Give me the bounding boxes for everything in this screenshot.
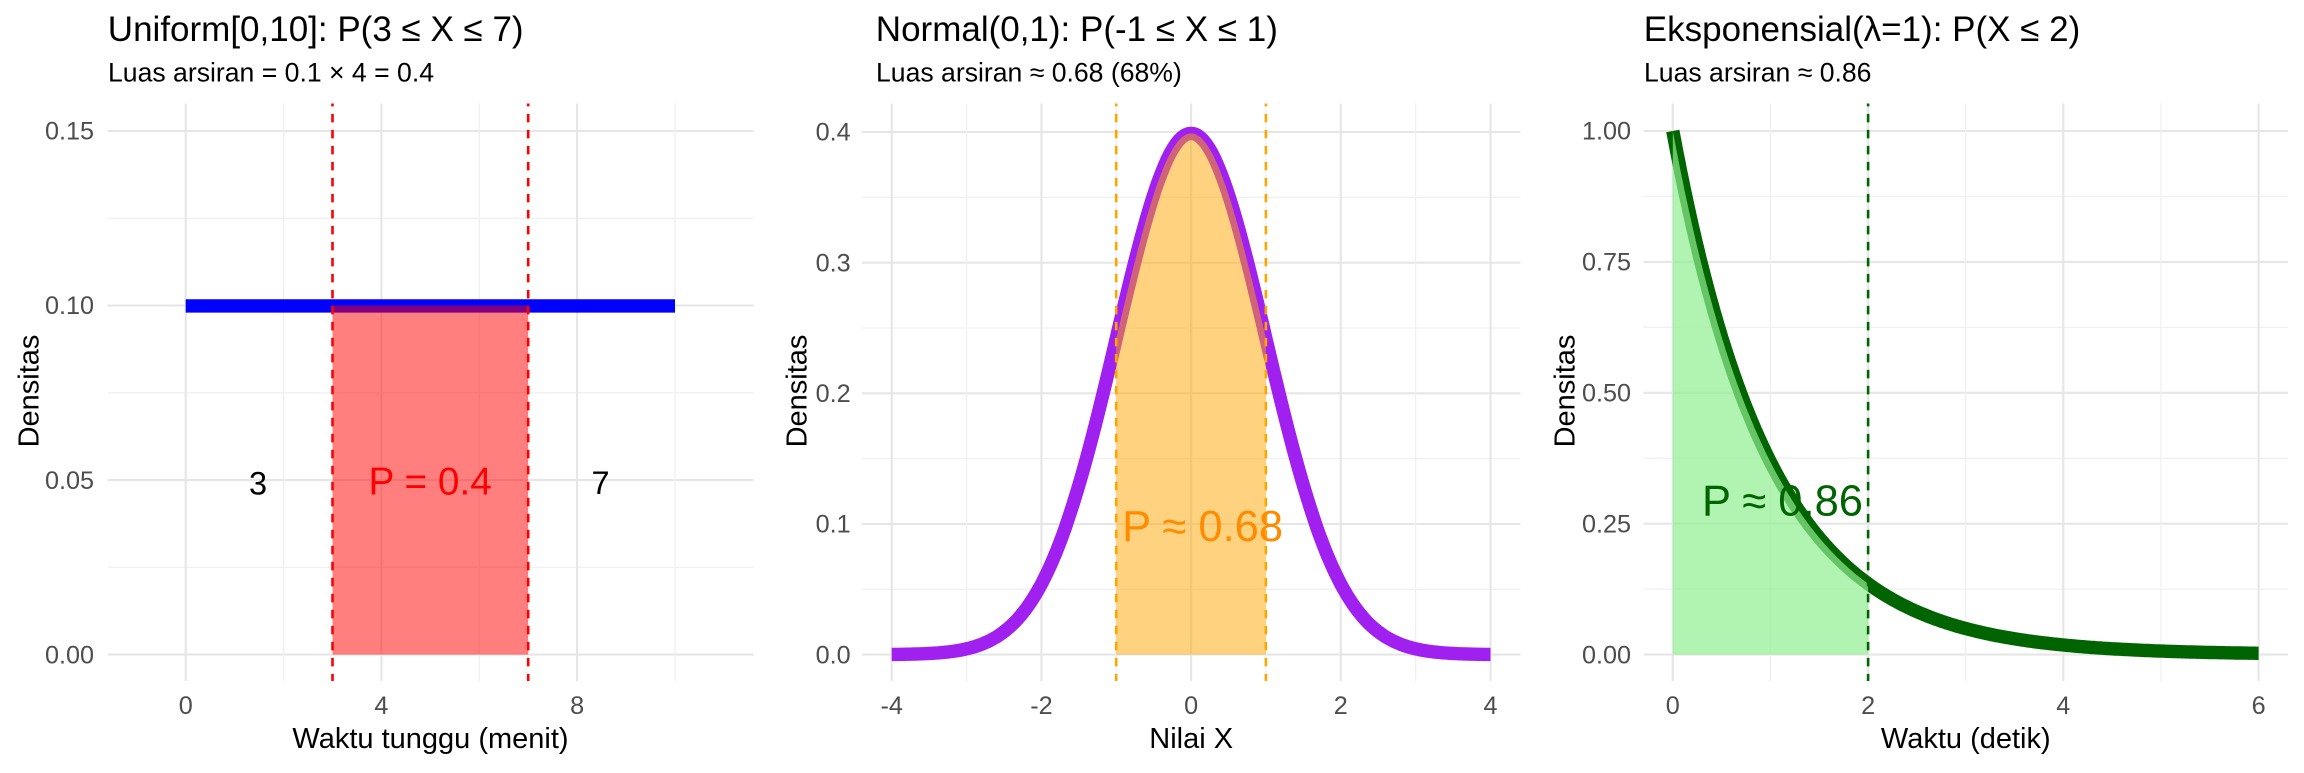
svg-text:Uniform[0,10]: P(3 ≤ X ≤ 7): Uniform[0,10]: P(3 ≤ X ≤ 7) xyxy=(108,10,524,49)
svg-text:0: 0 xyxy=(1184,692,1198,720)
svg-text:6: 6 xyxy=(2252,692,2266,720)
svg-text:4: 4 xyxy=(2056,692,2070,720)
svg-text:Waktu (detik): Waktu (detik) xyxy=(1881,723,2051,755)
svg-text:0.25: 0.25 xyxy=(1582,510,1631,538)
svg-text:4: 4 xyxy=(1483,692,1497,720)
svg-text:Nilai X: Nilai X xyxy=(1149,723,1233,755)
svg-text:2: 2 xyxy=(1334,692,1348,720)
svg-text:0: 0 xyxy=(179,692,193,720)
svg-text:Luas arsiran ≈ 0.68 (68%): Luas arsiran ≈ 0.68 (68%) xyxy=(876,58,1182,88)
svg-text:0.0: 0.0 xyxy=(816,641,851,669)
svg-text:Eksponensial(λ=1): P(X ≤ 2): Eksponensial(λ=1): P(X ≤ 2) xyxy=(1644,10,2080,49)
svg-text:4: 4 xyxy=(374,692,388,720)
svg-text:-2: -2 xyxy=(1030,692,1052,720)
svg-text:0.00: 0.00 xyxy=(1582,641,1631,669)
svg-text:3: 3 xyxy=(249,465,267,501)
svg-text:0.4: 0.4 xyxy=(816,119,851,147)
svg-text:7: 7 xyxy=(592,465,610,501)
svg-text:Luas arsiran ≈ 0.86: Luas arsiran ≈ 0.86 xyxy=(1644,58,1871,88)
svg-text:Densitas: Densitas xyxy=(14,335,46,448)
svg-text:P ≈ 0.86: P ≈ 0.86 xyxy=(1702,477,1863,525)
svg-text:P ≈ 0.68: P ≈ 0.68 xyxy=(1122,503,1283,551)
svg-text:Densitas: Densitas xyxy=(782,335,814,448)
svg-text:0.75: 0.75 xyxy=(1582,249,1631,277)
svg-text:0.00: 0.00 xyxy=(45,641,94,669)
svg-text:Densitas: Densitas xyxy=(1550,335,1582,448)
svg-text:0.05: 0.05 xyxy=(45,467,94,495)
svg-text:Waktu tunggu (menit): Waktu tunggu (menit) xyxy=(292,723,568,755)
svg-text:0.10: 0.10 xyxy=(45,292,94,320)
svg-text:0.50: 0.50 xyxy=(1582,380,1631,408)
svg-text:0.3: 0.3 xyxy=(816,249,851,277)
svg-text:2: 2 xyxy=(1861,692,1875,720)
svg-text:8: 8 xyxy=(570,692,584,720)
svg-text:P = 0.4: P = 0.4 xyxy=(369,461,492,504)
svg-text:-4: -4 xyxy=(880,692,902,720)
svg-text:0.1: 0.1 xyxy=(816,511,851,539)
svg-text:1.00: 1.00 xyxy=(1582,118,1631,146)
svg-text:0.15: 0.15 xyxy=(45,118,94,146)
svg-text:0: 0 xyxy=(1666,692,1680,720)
svg-text:Luas arsiran = 0.1 × 4 = 0.4: Luas arsiran = 0.1 × 4 = 0.4 xyxy=(108,58,434,88)
svg-text:0.2: 0.2 xyxy=(816,380,851,408)
svg-text:Normal(0,1): P(-1 ≤ X ≤ 1): Normal(0,1): P(-1 ≤ X ≤ 1) xyxy=(876,10,1278,49)
